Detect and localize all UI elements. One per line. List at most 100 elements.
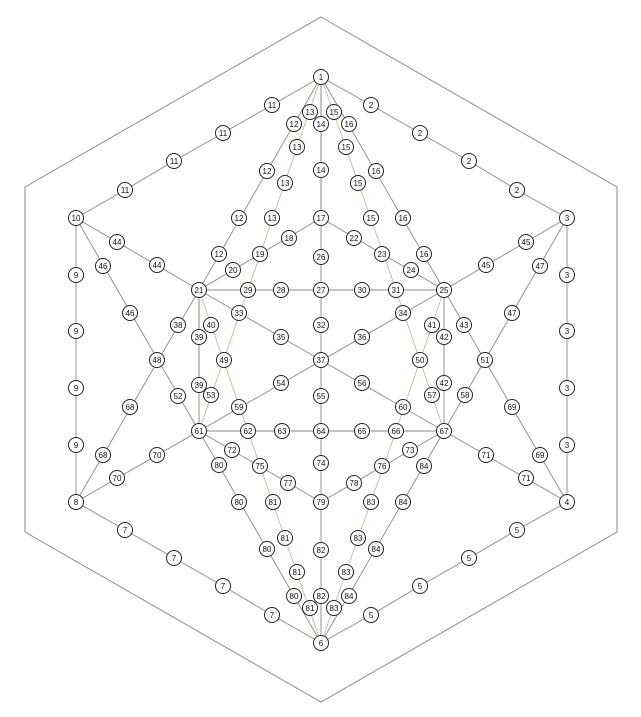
node-label: 78: [350, 479, 359, 488]
node-label: 16: [399, 214, 408, 223]
node-label: 7: [172, 554, 177, 563]
node-label: 11: [219, 129, 228, 138]
node-35: 35: [273, 329, 289, 345]
node-81: 81: [289, 564, 305, 580]
node-label: 13: [281, 179, 290, 188]
node-label: 36: [358, 333, 367, 342]
node-circle: [363, 97, 379, 113]
node-9: 9: [68, 437, 84, 453]
node-33: 33: [231, 305, 247, 321]
node-label: 7: [270, 611, 275, 620]
node-label: 51: [481, 356, 490, 365]
node-76: 76: [374, 458, 390, 474]
node-label: 66: [392, 427, 401, 436]
node-circle: [122, 305, 138, 321]
node-label: 4: [565, 498, 570, 507]
node-label: 74: [317, 459, 326, 468]
node-80: 80: [259, 541, 275, 557]
node-circle: [211, 457, 227, 473]
node-label: 34: [399, 309, 408, 318]
node-69: 69: [504, 399, 520, 415]
node-label: 76: [378, 462, 387, 471]
node-71: 71: [518, 470, 534, 486]
node-label: 39: [195, 381, 204, 390]
edge-a4-a5: [468, 160, 518, 191]
node-circle: [457, 387, 473, 403]
node-label: 44: [113, 238, 122, 247]
node-label: 16: [345, 120, 354, 129]
node-7: 7: [166, 550, 182, 566]
node-73: 73: [402, 442, 418, 458]
node-circle: [478, 257, 494, 273]
edge-a15-a16: [320, 614, 372, 644]
node-circle: [302, 600, 318, 616]
node-3: 3: [559, 437, 575, 453]
node-label: 35: [277, 333, 286, 342]
node-circle: [559, 267, 575, 283]
node-84: 84: [416, 458, 432, 474]
node-32: 32: [313, 317, 329, 333]
node-circle: [504, 399, 520, 415]
node-label: 42: [440, 379, 449, 388]
node-circle: [354, 329, 370, 345]
node-label: 80: [235, 498, 244, 507]
node-circle: [68, 210, 84, 226]
edge-a17-a18: [222, 585, 273, 616]
node-circle: [313, 352, 329, 368]
node-circle: [436, 282, 452, 298]
node-label: 7: [221, 582, 226, 591]
node-15: 15: [363, 210, 379, 226]
node-3: 3: [559, 323, 575, 339]
node-63: 63: [274, 423, 290, 439]
node-circle: [354, 423, 370, 439]
node-38: 38: [170, 317, 186, 333]
node-12: 12: [286, 116, 302, 132]
node-circle: [313, 635, 329, 651]
edge-a13-a14: [419, 557, 470, 587]
node-label: 79: [317, 498, 326, 507]
node-label: 45: [522, 238, 531, 247]
node-36: 36: [354, 329, 370, 345]
node-circle: [215, 125, 231, 141]
node-7: 7: [117, 522, 133, 538]
node-circle: [117, 182, 133, 198]
node-label: 84: [372, 545, 381, 554]
node-circle: [326, 600, 342, 616]
node-circle: [388, 423, 404, 439]
node-circle: [302, 104, 318, 120]
node-circle: [559, 494, 575, 510]
node-circle: [313, 542, 329, 558]
node-81: 81: [265, 494, 281, 510]
node-circle: [281, 230, 297, 246]
node-circle: [313, 162, 329, 178]
node-47: 47: [532, 258, 548, 274]
node-74: 74: [313, 455, 329, 471]
node-label: 53: [207, 391, 216, 400]
node-circle: [264, 607, 280, 623]
node-label: 42: [440, 333, 449, 342]
node-77: 77: [280, 475, 296, 491]
node-44: 44: [109, 234, 125, 250]
node-label: 40: [207, 321, 216, 330]
node-label: 43: [460, 321, 469, 330]
node-circle: [456, 317, 472, 333]
node-28: 28: [273, 282, 289, 298]
node-label: 61: [195, 427, 204, 436]
node-16: 16: [368, 163, 384, 179]
node-label: 68: [99, 451, 108, 460]
edge-a21-f1: [75, 430, 200, 503]
node-16: 16: [395, 210, 411, 226]
node-circle: [363, 210, 379, 226]
node-label: 69: [536, 451, 545, 460]
node-51: 51: [477, 352, 493, 368]
node-circle: [478, 447, 494, 463]
node-circle: [280, 475, 296, 491]
node-label: 29: [244, 286, 253, 295]
node-label: 3: [565, 214, 570, 223]
node-circle: [191, 377, 207, 393]
node-5: 5: [412, 578, 428, 594]
node-circle: [412, 578, 428, 594]
node-circle: [313, 423, 329, 439]
node-82: 82: [313, 588, 329, 604]
node-12: 12: [231, 210, 247, 226]
